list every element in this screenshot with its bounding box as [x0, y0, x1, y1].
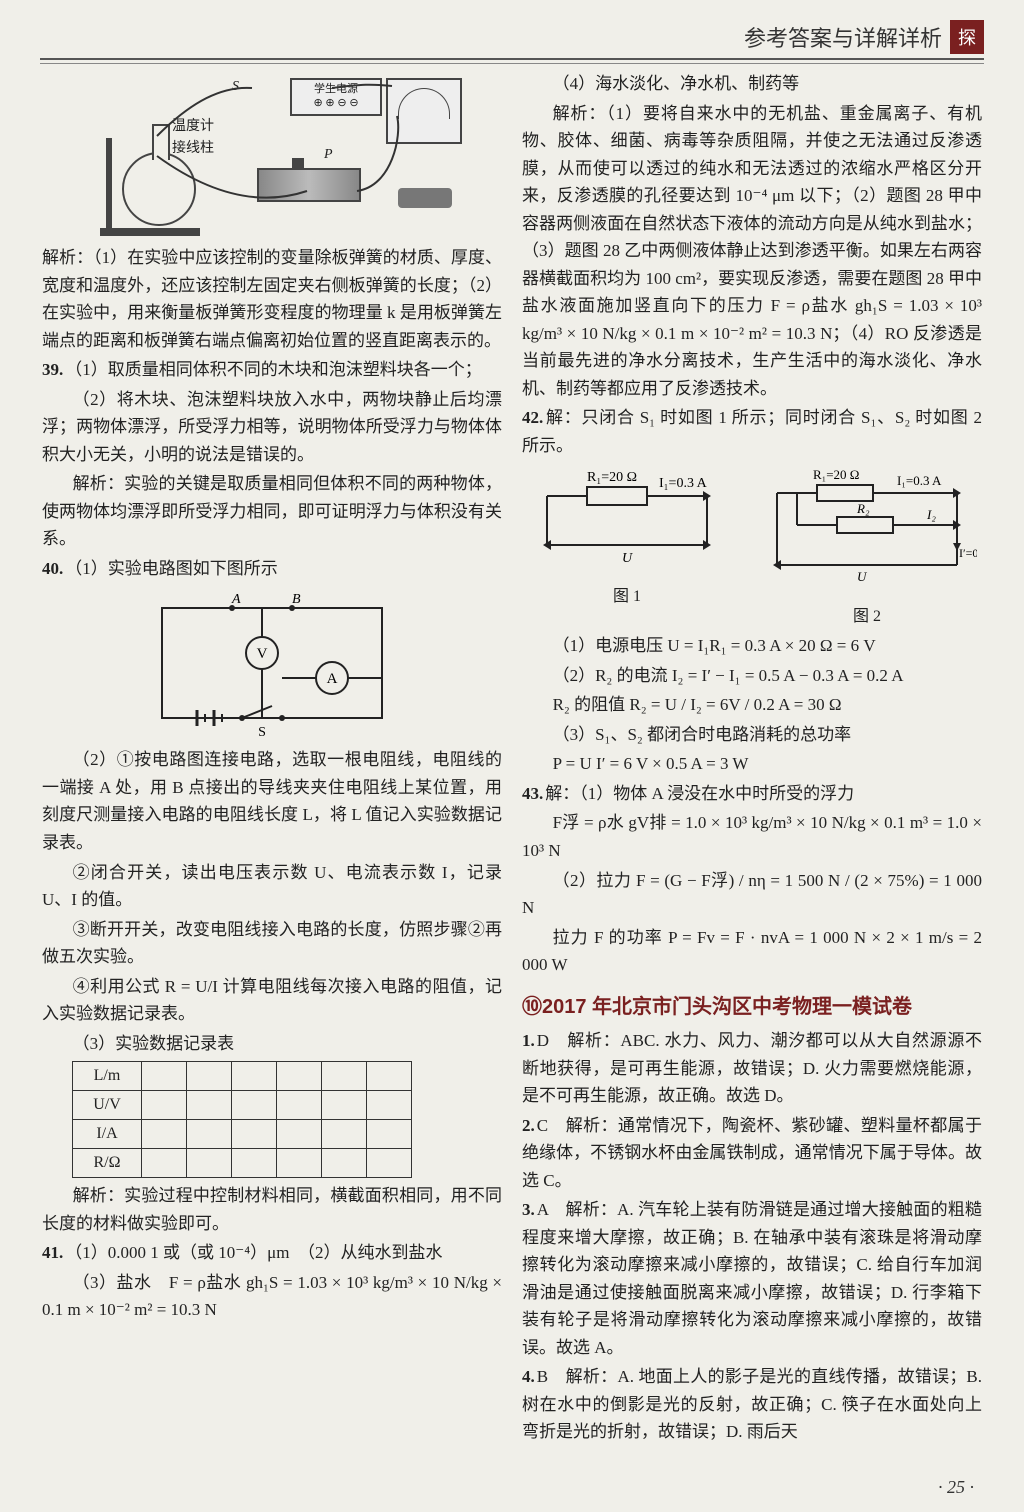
q41-num: 41. — [42, 1243, 63, 1262]
p42-3b: P = U I′ = 6 V × 0.5 A = 3 W — [522, 750, 982, 778]
q4-num: 4. — [522, 1367, 535, 1386]
q3-text: A 解析：A. 汽车轮上装有防滑链是通过增大接触面的粗糙程度来增大摩擦，故正确；… — [522, 1200, 982, 1357]
q42-num: 42. — [522, 408, 543, 427]
p43-1b: F浮 = ρ水 gV排 = 1.0 × 10³ kg/m³ × 10 N/kg … — [522, 809, 982, 864]
node-a-label: A — [231, 592, 241, 607]
p41-2: （3）盐水 F = ρ盐水 gh₁S = 1.03 × 10³ kg/m³ × … — [42, 1269, 502, 1324]
ammeter-label: A — [327, 671, 338, 687]
q3-num: 3. — [522, 1200, 535, 1219]
fig2: R₁=20 Ω I₁=0.3 A R₂ I₂ U I′=0.5 A 图 2 — [757, 465, 977, 630]
q43-num: 43. — [522, 784, 543, 803]
table-row: I/A — [73, 1120, 412, 1149]
p42-1: （1）电源电压 U = I₁R₁ = 0.3 A × 20 Ω = 6 V — [522, 632, 982, 660]
q2: 2.C 解析：通常情况下，陶瓷杯、紫砂罐、塑料量杯都属于绝缘体，不锈钢水杯由金属… — [522, 1112, 982, 1195]
fig2-svg: R₁=20 Ω I₁=0.3 A R₂ I₂ U I′=0.5 A — [757, 465, 977, 595]
row-head-3: R/Ω — [73, 1149, 142, 1178]
p40-1: （1）实验电路图如下图所示 — [65, 559, 278, 578]
p40-2b: ②闭合开关，读出电压表示数 U、电流表示数 I，记录 U、I 的值。 — [42, 859, 502, 914]
table-row: U/V — [73, 1091, 412, 1120]
right-column: （4）海水淡化、净水机、制药等 解析：（1）要将自来水中的无机盐、重金属离子、有… — [522, 70, 982, 1468]
fig2-i: I′=0.5 A — [959, 546, 977, 560]
data-table: L/m U/V I/A R/Ω — [72, 1061, 412, 1178]
p42-intro: 解：只闭合 S₁ 时如图 1 所示；同时闭合 S₁、S₂ 时如图 2 所示。 — [522, 408, 982, 455]
p42: 42.解：只闭合 S₁ 时如图 1 所示；同时闭合 S₁、S₂ 时如图 2 所示… — [522, 404, 982, 459]
p41-analysis: 解析：（1）要将自来水中的无机盐、重金属离子、有机物、胶体、细菌、病毒等杂质阻隔… — [522, 100, 982, 403]
section-10-title: ⑩2017 年北京市门头沟区中考物理一模试卷 — [522, 991, 982, 1023]
p40-analysis: 解析：实验过程中控制材料相同，横截面积相同，用不同长度的材料做实验即可。 — [42, 1182, 502, 1237]
q1-num: 1. — [522, 1031, 535, 1050]
q39-num: 39. — [42, 360, 63, 379]
apparatus: 温度计 接线柱 S P 学生电源⊕ ⊕ ⊖ ⊖ — [62, 76, 482, 236]
p40-3: （3）实验数据记录表 — [42, 1030, 502, 1058]
fig1-r1: R₁=20 Ω — [587, 470, 637, 485]
p38-analysis: 解析：（1）在实验中应该控制的变量除板弹簧的材质、厚度、宽度和温度外，还应该控制… — [42, 244, 502, 354]
q1-text: D 解析：ABC. 水力、风力、潮汐都可以从大自然源源不断地获得，是可再生能源，… — [522, 1031, 982, 1105]
q3: 3.A 解析：A. 汽车轮上装有防滑链是通过增大接触面的粗糙程度来增大摩擦，故正… — [522, 1196, 982, 1361]
p41: 41.（1）0.000 1 或（或 10⁻⁴）μm （2）从纯水到盐水 — [42, 1239, 502, 1267]
q2-num: 2. — [522, 1116, 535, 1135]
row-head-2: I/A — [73, 1120, 142, 1149]
fig2-caption: 图 2 — [757, 604, 977, 630]
switch-label: S — [258, 725, 266, 738]
wires-icon — [62, 76, 482, 236]
circuit-diagram: V A S A B — [142, 588, 402, 738]
q2-text: C 解析：通常情况下，陶瓷杯、紫砂罐、塑料量杯都属于绝缘体，不锈钢水杯由金属铁制… — [522, 1116, 982, 1190]
q40-num: 40. — [42, 559, 63, 578]
table-row: L/m — [73, 1062, 412, 1091]
fig1-u: U — [622, 551, 633, 566]
p40-2c: ③断开开关，改变电阻线接入电路的长度，仿照步骤②再做五次实验。 — [42, 916, 502, 971]
header-title: 参考答案与详解详析 — [744, 21, 942, 53]
p39: 39.（1）取质量相同体积不同的木块和泡沫塑料块各一个； — [42, 356, 502, 384]
q4: 4.B 解析：A. 地面上人的影子是光的直线传播，故错误；B. 树在水中的倒影是… — [522, 1363, 982, 1446]
q1: 1.D 解析：ABC. 水力、风力、潮汐都可以从大自然源源不断地获得，是可再生能… — [522, 1027, 982, 1110]
header-rule — [40, 58, 984, 64]
left-column: 温度计 接线柱 S P 学生电源⊕ ⊕ ⊖ ⊖ — [42, 70, 502, 1468]
fig1: R₁=20 Ω I₁=0.3 A U 图 1 — [527, 465, 727, 630]
row-head-0: L/m — [73, 1062, 142, 1091]
fig1-i1: I₁=0.3 A — [659, 476, 708, 491]
p39-analysis: 解析：实验的关键是取质量相同但体积不同的两种物体，使两物体均漂浮即所受浮力相同，… — [42, 470, 502, 553]
p42-3a: （3）S₁、S₂ 都闭合时电路消耗的总功率 — [522, 721, 982, 749]
fig2-u: U — [857, 569, 868, 584]
p40-2d: ④利用公式 R = U/I 计算电阻线每次接入电路的阻值，记入实验数据记录表。 — [42, 973, 502, 1028]
row-head-1: U/V — [73, 1091, 142, 1120]
p41-4: （4）海水淡化、净水机、制药等 — [522, 70, 982, 98]
p43-1a: 解：（1）物体 A 浸没在水中时所受的浮力 — [545, 784, 854, 803]
p42-2a: （2）R₂ 的电流 I₂ = I′ − I₁ = 0.5 A − 0.3 A =… — [522, 662, 982, 690]
page-root: 参考答案与详解详析 探 温度计 接线柱 S P 学生电源⊕ ⊕ ⊖ — [0, 0, 1024, 1512]
fig2-i2: I₂ — [926, 507, 936, 522]
fig-row: R₁=20 Ω I₁=0.3 A U 图 1 — [522, 465, 982, 630]
p42-2b: R₂ 的阻值 R₂ = U / I₂ = 6V / 0.2 A = 30 Ω — [522, 691, 982, 719]
page-header: 参考答案与详解详析 探 — [744, 20, 984, 54]
columns: 温度计 接线柱 S P 学生电源⊕ ⊕ ⊖ ⊖ — [42, 70, 982, 1468]
fig2-r2: R₂ — [856, 501, 870, 516]
p43-2: （2）拉力 F = (G − F浮) / nη = 1 500 N / (2 ×… — [522, 867, 982, 922]
fig2-r1: R₁=20 Ω — [813, 467, 859, 482]
p43-3: 拉力 F 的功率 P = Fv = F · nvA = 1 000 N × 2 … — [522, 924, 982, 979]
p43: 43.解：（1）物体 A 浸没在水中时所受的浮力 — [522, 780, 982, 808]
p40-2: （2）①按电路图连接电路，选取一根电阻线，电阻线的一端接 A 处，用 B 点接出… — [42, 746, 502, 856]
p39-2: （2）将木块、泡沫塑料块放入水中，两物块静止后均漂浮；两物体漂浮，所受浮力相等，… — [42, 386, 502, 469]
p39-1: （1）取质量相同体积不同的木块和泡沫塑料块各一个； — [65, 360, 482, 379]
node-b-label: B — [292, 592, 301, 607]
header-badge: 探 — [950, 20, 984, 54]
p40: 40.（1）实验电路图如下图所示 — [42, 555, 502, 583]
fig1-svg: R₁=20 Ω I₁=0.3 A U — [527, 465, 727, 575]
apparatus-diagram: 温度计 接线柱 S P 学生电源⊕ ⊕ ⊖ ⊖ — [42, 76, 502, 236]
p41-1: （1）0.000 1 或（或 10⁻⁴）μm （2）从纯水到盐水 — [65, 1243, 442, 1262]
voltmeter-label: V — [257, 646, 268, 662]
fig2-i1: I₁=0.3 A — [897, 473, 942, 488]
page-number: · 25 · — [938, 1477, 974, 1498]
fig1-caption: 图 1 — [527, 584, 727, 610]
table-row: R/Ω — [73, 1149, 412, 1178]
q4-text: B 解析：A. 地面上人的影子是光的直线传播，故错误；B. 树在水中的倒影是光的… — [522, 1367, 982, 1441]
